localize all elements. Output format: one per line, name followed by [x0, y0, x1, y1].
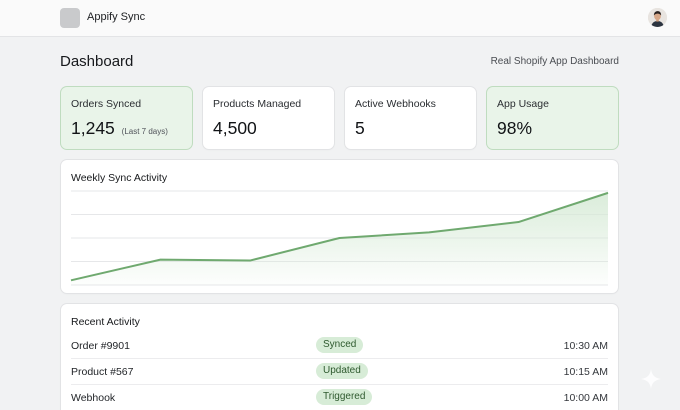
- activity-row[interactable]: Product #567 Updated 10:15 AM: [71, 360, 608, 385]
- weekly-sync-chart: [70, 190, 609, 286]
- stat-label: Orders Synced: [71, 98, 142, 110]
- activity-title: Recent Activity: [71, 316, 140, 328]
- activity-row[interactable]: Order #9901 Synced 10:30 AM: [71, 334, 608, 359]
- app-name[interactable]: Appify Sync: [87, 11, 146, 23]
- recent-activity-panel: Recent Activity Order #9901 Synced 10:30…: [61, 304, 618, 410]
- status-badge: Updated: [316, 363, 368, 379]
- stat-value: 1,245 (Last 7 days): [71, 118, 168, 139]
- top-bar: Appify Sync: [0, 0, 680, 37]
- page-title: Dashboard: [60, 53, 134, 70]
- stat-note: (Last 7 days): [121, 127, 168, 136]
- stat-card-app-usage[interactable]: App Usage 98%: [487, 87, 618, 149]
- chart-title: Weekly Sync Activity: [71, 172, 168, 184]
- stat-value: 98%: [497, 118, 533, 138]
- stat-card-active-webhooks[interactable]: Active Webhooks 5: [345, 87, 476, 149]
- status-badge: Triggered: [316, 389, 373, 405]
- status-badge: Synced: [316, 337, 364, 353]
- activity-name: Order #9901: [71, 340, 130, 352]
- sparkle-icon: [641, 369, 661, 389]
- avatar-icon: [648, 8, 667, 27]
- stat-value: 4,500: [213, 118, 257, 138]
- activity-name: Product #567: [71, 366, 134, 378]
- stat-value: 5: [355, 118, 365, 138]
- page-subtitle: Real Shopify App Dashboard: [490, 56, 619, 67]
- weekly-sync-chart-panel: Weekly Sync Activity: [61, 160, 618, 293]
- user-avatar[interactable]: [648, 8, 667, 27]
- stat-label: App Usage: [497, 98, 549, 110]
- app-logo-icon[interactable]: [60, 8, 80, 28]
- stat-number: 1,245: [71, 118, 115, 138]
- stat-card-orders-synced[interactable]: Orders Synced 1,245 (Last 7 days): [61, 87, 192, 149]
- activity-name: Webhook: [71, 392, 116, 404]
- stat-label: Products Managed: [213, 98, 302, 110]
- activity-row[interactable]: Webhook Triggered 10:00 AM: [71, 386, 608, 410]
- activity-time: 10:15 AM: [563, 366, 608, 378]
- activity-time: 10:00 AM: [563, 392, 608, 404]
- activity-time: 10:30 AM: [563, 340, 608, 352]
- stat-label: Active Webhooks: [355, 98, 436, 110]
- stat-card-products-managed[interactable]: Products Managed 4,500: [203, 87, 334, 149]
